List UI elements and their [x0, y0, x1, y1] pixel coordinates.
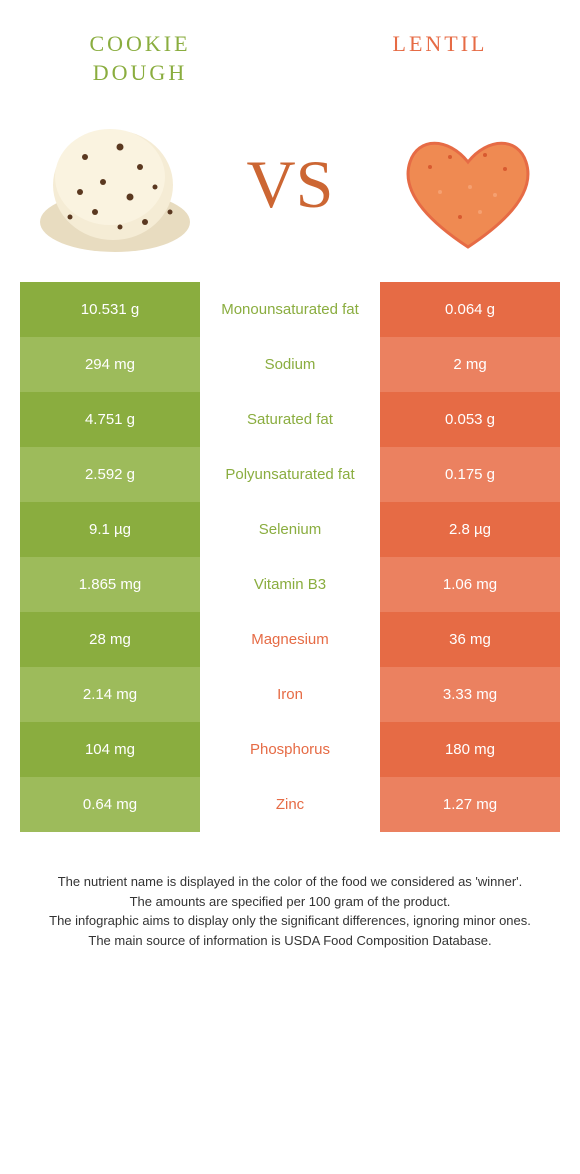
value-left: 4.751 g: [20, 392, 200, 447]
value-right: 2 mg: [380, 337, 560, 392]
table-row: 294 mgSodium2 mg: [20, 337, 560, 392]
nutrient-label: Sodium: [200, 337, 380, 392]
value-left: 0.64 mg: [20, 777, 200, 832]
nutrient-label: Zinc: [200, 777, 380, 832]
table-row: 10.531 gMonounsaturated fat0.064 g: [20, 282, 560, 337]
table-row: 0.64 mgZinc1.27 mg: [20, 777, 560, 832]
table-row: 1.865 mgVitamin B31.06 mg: [20, 557, 560, 612]
table-row: 2.592 gPolyunsaturated fat0.175 g: [20, 447, 560, 502]
images-row: VS: [0, 97, 580, 282]
cookie-dough-image: [25, 107, 200, 262]
value-right: 36 mg: [380, 612, 560, 667]
value-right: 1.06 mg: [380, 557, 560, 612]
footer-line: The main source of information is USDA F…: [30, 931, 550, 951]
value-left: 10.531 g: [20, 282, 200, 337]
footer-line: The amounts are specified per 100 gram o…: [30, 892, 550, 912]
value-right: 1.27 mg: [380, 777, 560, 832]
value-right: 0.064 g: [380, 282, 560, 337]
vs-label: VS: [247, 145, 334, 224]
value-left: 2.14 mg: [20, 667, 200, 722]
value-left: 1.865 mg: [20, 557, 200, 612]
header: COOKIE DOUGH LENTIL: [0, 0, 580, 97]
nutrient-label: Saturated fat: [200, 392, 380, 447]
value-left: 28 mg: [20, 612, 200, 667]
lentil-image: [380, 107, 555, 262]
table-row: 2.14 mgIron3.33 mg: [20, 667, 560, 722]
value-left: 294 mg: [20, 337, 200, 392]
footer-line: The nutrient name is displayed in the co…: [30, 872, 550, 892]
table-row: 9.1 µgSelenium2.8 µg: [20, 502, 560, 557]
table-row: 104 mgPhosphorus180 mg: [20, 722, 560, 777]
footer-line: The infographic aims to display only the…: [30, 911, 550, 931]
comparison-table: 10.531 gMonounsaturated fat0.064 g294 mg…: [20, 282, 560, 832]
value-right: 180 mg: [380, 722, 560, 777]
food-title-right: LENTIL: [350, 30, 530, 87]
nutrient-label: Phosphorus: [200, 722, 380, 777]
table-row: 4.751 gSaturated fat0.053 g: [20, 392, 560, 447]
footer: The nutrient name is displayed in the co…: [0, 832, 580, 980]
value-left: 2.592 g: [20, 447, 200, 502]
nutrient-label: Polyunsaturated fat: [200, 447, 380, 502]
value-right: 2.8 µg: [380, 502, 560, 557]
nutrient-label: Magnesium: [200, 612, 380, 667]
value-right: 0.175 g: [380, 447, 560, 502]
table-row: 28 mgMagnesium36 mg: [20, 612, 560, 667]
nutrient-label: Vitamin B3: [200, 557, 380, 612]
food-title-left: COOKIE DOUGH: [50, 30, 230, 87]
value-left: 9.1 µg: [20, 502, 200, 557]
value-right: 0.053 g: [380, 392, 560, 447]
nutrient-label: Iron: [200, 667, 380, 722]
nutrient-label: Selenium: [200, 502, 380, 557]
value-left: 104 mg: [20, 722, 200, 777]
nutrient-label: Monounsaturated fat: [200, 282, 380, 337]
value-right: 3.33 mg: [380, 667, 560, 722]
